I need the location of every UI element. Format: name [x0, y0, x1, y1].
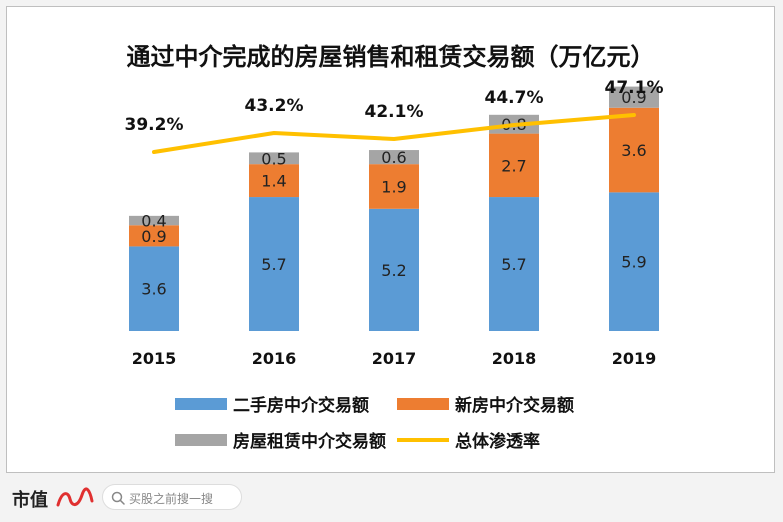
bar-1-2018 [489, 133, 539, 198]
legend-swatch-0 [175, 398, 227, 410]
data-label-0-2015: 3.6 [141, 280, 166, 299]
data-label-2-2016: 0.5 [261, 149, 286, 168]
data-label-2-2019: 0.9 [621, 88, 646, 107]
x-tick-label-2015: 2015 [132, 349, 177, 368]
bar-1-2015 [129, 225, 179, 247]
footer-bar: 市值 买股之前搜一搜 [0, 478, 783, 522]
bar-0-2017 [369, 208, 419, 331]
data-label-0-2017: 5.2 [381, 261, 406, 280]
data-label-0-2019: 5.9 [621, 253, 646, 272]
chart-title: 通过中介完成的房屋销售和租赁交易额（万亿元） [126, 43, 655, 71]
legend-swatch-2 [175, 434, 227, 446]
search-box[interactable]: 买股之前搜一搜 [102, 484, 242, 510]
bar-1-2016 [249, 164, 299, 198]
data-label-2-2017: 0.6 [381, 148, 406, 167]
data-label-0-2016: 5.7 [261, 255, 286, 274]
line-label-2015: 39.2% [125, 115, 184, 135]
legend-swatch-1 [397, 398, 449, 410]
data-label-1-2016: 1.4 [261, 172, 286, 191]
bar-0-2015 [129, 246, 179, 331]
data-label-0-2018: 5.7 [501, 255, 526, 274]
line-label-2016: 43.2% [245, 96, 304, 116]
brand-logo-text: 市值 [12, 490, 48, 511]
bar-2-2016 [249, 152, 299, 165]
search-placeholder: 买股之前搜一搜 [129, 492, 214, 506]
line-series-penetration [152, 113, 636, 154]
legend-label-0: 二手房中介交易额 [233, 395, 369, 416]
bar-2-2015 [129, 215, 179, 226]
legend-label-3: 总体渗透率 [455, 431, 540, 452]
data-label-1-2017: 1.9 [381, 177, 406, 196]
brand-logo-icon [56, 487, 94, 507]
x-tick-label-2018: 2018 [492, 349, 537, 368]
bar-2-2019 [609, 86, 659, 108]
legend-label-2: 房屋租赁中介交易额 [233, 431, 386, 452]
data-label-1-2018: 2.7 [501, 156, 526, 175]
line-label-2019: 47.1% [605, 78, 664, 98]
chart-svg: 3.60.90.420155.71.40.520165.21.90.620175… [125, 78, 664, 452]
bar-1-2019 [609, 107, 659, 193]
search-icon [111, 491, 125, 505]
bar-2-2017 [369, 150, 419, 165]
bar-0-2019 [609, 192, 659, 331]
bar-0-2016 [249, 197, 299, 331]
data-label-1-2019: 3.6 [621, 141, 646, 160]
line-label-2018: 44.7% [485, 88, 544, 108]
bar-1-2017 [369, 164, 419, 209]
data-label-1-2015: 0.9 [141, 227, 166, 246]
legend-label-1: 新房中介交易额 [455, 395, 574, 416]
line-label-2017: 42.1% [365, 102, 424, 122]
data-label-2-2015: 0.4 [141, 212, 166, 231]
x-tick-label-2016: 2016 [252, 349, 297, 368]
chart-card: 通过中介完成的房屋销售和租赁交易额（万亿元） 3.6 0.9 0.4 2015 5.7 1… [6, 6, 775, 473]
x-tick-label-2017: 2017 [372, 349, 417, 368]
x-tick-label-2019: 2019 [612, 349, 657, 368]
bar-0-2018 [489, 197, 539, 331]
